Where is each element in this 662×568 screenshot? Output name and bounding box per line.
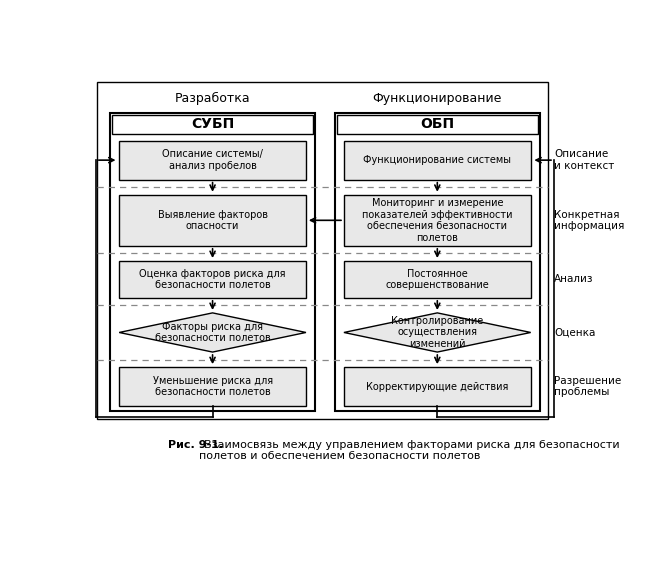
Text: Мониторинг и измерение
показателей эффективности
обеспечения безопасности
полето: Мониторинг и измерение показателей эффек…: [362, 198, 512, 243]
Text: Факторы риска для
безопасности полетов: Факторы риска для безопасности полетов: [155, 321, 271, 343]
Bar: [97, 82, 547, 419]
Text: Постоянное
совершенствование: Постоянное совершенствование: [385, 269, 489, 290]
Bar: [112, 115, 313, 133]
Text: Оценка факторов риска для
безопасности полетов: Оценка факторов риска для безопасности п…: [139, 269, 286, 290]
Text: Взаимосвязь между управлением факторами риска для безопасности: Взаимосвязь между управлением факторами …: [197, 440, 620, 450]
Text: Разрешение
проблемы: Разрешение проблемы: [554, 376, 621, 398]
Bar: [119, 261, 306, 298]
Bar: [334, 113, 540, 411]
Bar: [337, 115, 538, 133]
Text: Описание
и контекст: Описание и контекст: [554, 149, 614, 171]
Text: Конкретная
информация: Конкретная информация: [554, 210, 624, 231]
Text: Контролирование
осуществления
изменений: Контролирование осуществления изменений: [391, 316, 483, 349]
Bar: [344, 261, 531, 298]
Polygon shape: [344, 313, 531, 352]
Text: Корректирующие действия: Корректирующие действия: [366, 382, 508, 391]
Text: Анализ: Анализ: [554, 274, 593, 285]
Text: ОБП: ОБП: [420, 118, 454, 131]
Text: Уменьшение риска для
безопасности полетов: Уменьшение риска для безопасности полето…: [152, 376, 273, 398]
Bar: [344, 140, 531, 179]
Bar: [110, 113, 315, 411]
Text: Функционирование: Функционирование: [373, 93, 502, 106]
Text: СУБП: СУБП: [191, 118, 234, 131]
Text: Разработка: Разработка: [175, 93, 250, 106]
Text: полетов и обеспечением безопасности полетов: полетов и обеспечением безопасности поле…: [199, 451, 480, 461]
Bar: [119, 140, 306, 179]
Text: Оценка: Оценка: [554, 328, 595, 337]
Polygon shape: [119, 313, 306, 352]
Text: Описание системы/
анализ пробелов: Описание системы/ анализ пробелов: [162, 149, 263, 171]
Bar: [344, 195, 531, 246]
Text: Рис. 9-1.: Рис. 9-1.: [168, 440, 223, 450]
Bar: [119, 195, 306, 246]
Text: Выявление факторов
опасности: Выявление факторов опасности: [158, 210, 267, 231]
Bar: [344, 367, 531, 406]
Text: Функционирование системы: Функционирование системы: [363, 155, 511, 165]
Bar: [119, 367, 306, 406]
